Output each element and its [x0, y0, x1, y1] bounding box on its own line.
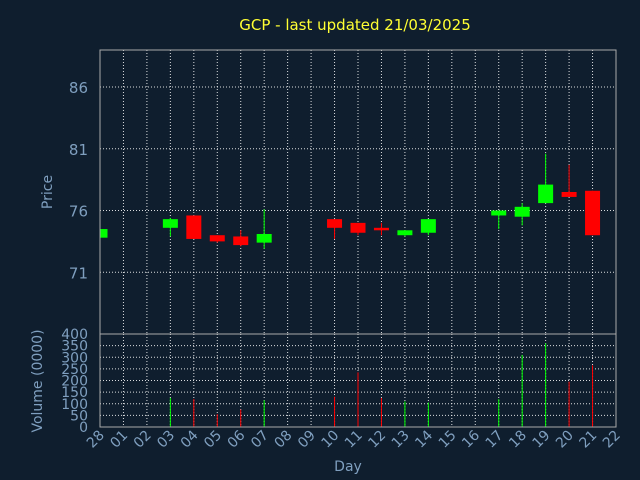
candle-body [256, 233, 272, 243]
candle-body [373, 227, 389, 231]
volume-tick-label: 200 [61, 374, 88, 390]
candle-body [420, 219, 436, 233]
volume-plot-frame [99, 333, 617, 428]
price-tick-label: 71 [69, 264, 88, 282]
volume-tick-label: 300 [61, 350, 88, 366]
volume-tick-label: 400 [61, 327, 88, 343]
chart-title: GCP - last updated 21/03/2025 [239, 16, 471, 34]
price-tick-label: 81 [69, 141, 88, 159]
candle-body [561, 192, 577, 197]
candle-body [327, 219, 343, 228]
volume-tick-label: 50 [70, 408, 88, 424]
candle-body [350, 222, 366, 233]
candle-body [514, 206, 530, 217]
candle-body [585, 190, 601, 236]
volume-axis-label: Volume (0000) [30, 329, 46, 432]
price-tick-label: 76 [69, 203, 88, 221]
candle-body [397, 230, 413, 236]
candle-body [162, 219, 178, 228]
candle-body [100, 229, 108, 238]
candle-body [538, 184, 554, 204]
volume-tick-label: 150 [61, 385, 88, 401]
x-axis-label: Day [334, 459, 362, 475]
price-axis-label: Price [40, 175, 56, 209]
volume-tick-label: 100 [61, 397, 88, 413]
candle-body [186, 215, 202, 239]
volume-tick-label: 350 [61, 339, 88, 355]
price-tick-label: 86 [69, 79, 88, 97]
candle-body [233, 236, 249, 246]
candle-body [491, 210, 507, 216]
candle-body [209, 235, 225, 242]
volume-tick-label: 0 [79, 420, 88, 436]
volume-tick-label: 250 [61, 362, 88, 378]
